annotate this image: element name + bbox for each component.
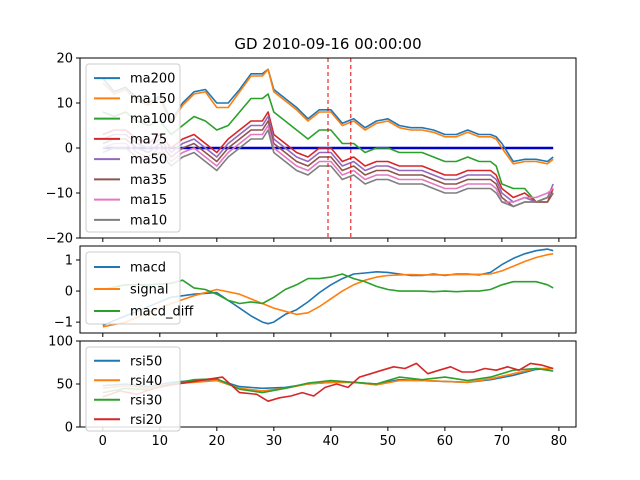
chart-title: GD 2010-09-16 00:00:00	[234, 35, 421, 53]
x-tick-label: 60	[437, 434, 454, 449]
legend-label-rsi30: rsi30	[130, 393, 162, 408]
series-line-ma75	[102, 111, 554, 203]
y-tick-label: 10	[56, 97, 73, 112]
y-tick-label: 0	[65, 142, 73, 157]
y-tick-label: 20	[56, 52, 73, 67]
x-tick-label: 80	[551, 434, 568, 449]
x-tick-label: 70	[494, 434, 511, 449]
legend-label-rsi50: rsi50	[130, 354, 162, 369]
legend: macd signal macd_diff	[85, 251, 194, 325]
y-tick-label: 0	[65, 421, 73, 436]
y-tick-label: −10	[46, 187, 73, 202]
legend: ma200 ma150 ma100 ma75 ma50 ma35 ma15 ma10	[85, 63, 181, 233]
legend-box	[85, 346, 181, 432]
legend-label-ma75: ma75	[130, 132, 167, 147]
series-line-ma50	[102, 115, 554, 203]
x-tick-label: 20	[209, 434, 226, 449]
series-line-ma10	[102, 129, 554, 208]
legend-label-ma15: ma15	[130, 193, 167, 208]
y-tick-label: 50	[56, 378, 73, 393]
x-tick-label: 10	[152, 434, 169, 449]
y-tick-label: 100	[48, 335, 73, 350]
legend-box	[85, 63, 181, 233]
series-line-macd_diff	[102, 273, 554, 305]
legend-label-macd: macd	[130, 261, 166, 276]
series-line-rsi20	[102, 362, 554, 403]
legend-label-rsi20: rsi20	[130, 413, 162, 428]
legend-label-macd_diff: macd_diff	[130, 305, 194, 320]
legend-box	[85, 251, 181, 325]
legend-label-signal: signal	[130, 283, 168, 298]
legend-label-rsi40: rsi40	[130, 374, 162, 389]
series-line-signal	[102, 253, 554, 328]
axes-frame	[79, 245, 577, 334]
series-line-ma35	[102, 120, 554, 208]
series-line-ma200	[102, 68, 554, 163]
panel-macd: 1 0 −1 macd signal macd_diff	[54, 245, 577, 337]
panels: 20100−10−20ma200ma150ma100ma75ma50ma35ma…	[46, 52, 577, 449]
y-tick-label: 1	[65, 253, 73, 268]
legend-label-ma150: ma150	[130, 92, 175, 107]
legend-label-ma10: ma10	[130, 213, 167, 228]
x-tick-label: 40	[323, 434, 340, 449]
legend-label-ma200: ma200	[130, 72, 175, 87]
legend-label-ma35: ma35	[130, 173, 167, 188]
series-line-ma150	[102, 68, 554, 165]
y-tick-label: −1	[54, 316, 73, 331]
y-tick-label: −20	[46, 232, 73, 247]
legend-label-ma100: ma100	[130, 112, 175, 127]
panel-price-ma: 20100−10−20ma200ma150ma100ma75ma50ma35ma…	[46, 52, 577, 247]
x-tick-label: 0	[99, 434, 107, 449]
series-line-ma15	[102, 124, 554, 203]
legend-label-ma50: ma50	[130, 153, 167, 168]
y-tick-label: 0	[65, 285, 73, 300]
series-line-ma100	[102, 93, 554, 203]
legend: rsi50 rsi40 rsi30 rsi20	[85, 346, 181, 432]
x-tick-label: 30	[266, 434, 283, 449]
x-tick-label: 50	[380, 434, 397, 449]
